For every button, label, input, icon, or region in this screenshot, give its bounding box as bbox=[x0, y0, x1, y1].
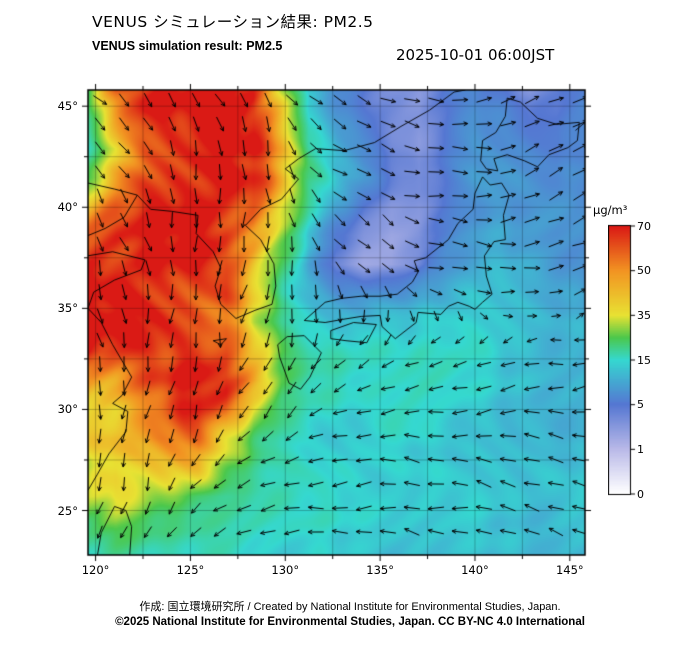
lat-tick-label: 45° bbox=[57, 99, 78, 114]
lon-tick-label: 120° bbox=[81, 563, 110, 577]
lat-tick-label: 30° bbox=[57, 402, 78, 417]
title-english: VENUS simulation result: PM2.5 bbox=[92, 39, 283, 53]
title-japanese: VENUS シミュレーション結果: PM2.5 bbox=[92, 13, 374, 31]
lon-tick-label: 130° bbox=[271, 563, 300, 577]
lat-tick-label: 25° bbox=[57, 503, 78, 518]
colorbar-tick-label: 5 bbox=[637, 398, 644, 412]
lon-tick-label: 135° bbox=[366, 563, 394, 577]
credit-line: 作成: 国立環境研究所 / Created by National Instit… bbox=[139, 601, 561, 613]
pm25-map-canvas bbox=[78, 80, 595, 565]
colorbar-tick-label: 50 bbox=[637, 264, 651, 278]
colorbar-canvas bbox=[608, 221, 638, 500]
colorbar-unit-label: µg/m³ bbox=[593, 203, 628, 217]
timestamp: 2025-10-01 06:00JST bbox=[396, 46, 555, 64]
lat-tick-label: 40° bbox=[57, 200, 78, 215]
colorbar-tick-label: 35 bbox=[637, 308, 651, 322]
colorbar-tick-label: 70 bbox=[637, 219, 651, 233]
lon-tick-label: 125° bbox=[176, 563, 205, 577]
lon-tick-label: 140° bbox=[461, 563, 489, 577]
license-line: ©2025 National Institute for Environment… bbox=[115, 616, 585, 628]
colorbar-tick-label: 0 bbox=[637, 487, 644, 501]
lat-tick-label: 35° bbox=[57, 301, 78, 316]
colorbar-tick-label: 15 bbox=[637, 353, 651, 367]
colorbar-tick-label: 1 bbox=[637, 442, 644, 456]
lon-tick-label: 145° bbox=[555, 563, 584, 577]
